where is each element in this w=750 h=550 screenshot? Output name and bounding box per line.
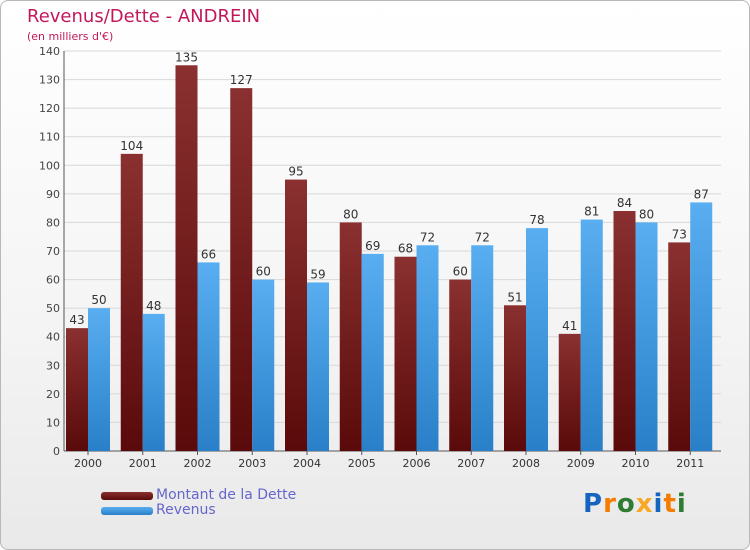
data-label-dette-2002: 135 bbox=[175, 50, 198, 64]
data-label-revenus-2000: 50 bbox=[91, 293, 106, 307]
bar-dette-2001 bbox=[120, 153, 143, 451]
y-tick-label: 100 bbox=[39, 159, 60, 172]
data-label-dette-2009: 41 bbox=[562, 319, 577, 333]
bar-dette-2008 bbox=[504, 305, 526, 451]
bar-revenus-2007 bbox=[471, 245, 494, 451]
logo-letter: t bbox=[663, 489, 677, 519]
x-tick-label: 2001 bbox=[129, 457, 157, 470]
data-label-revenus-2002: 66 bbox=[201, 247, 216, 261]
data-label-revenus-2006: 72 bbox=[420, 230, 435, 244]
chart-title: Revenus/Dette - ANDREIN bbox=[27, 6, 261, 27]
x-tick-label: 2010 bbox=[622, 457, 650, 470]
bar-dette-2002 bbox=[175, 65, 198, 452]
logo-letter: o bbox=[616, 489, 636, 519]
data-label-dette-2007: 60 bbox=[453, 265, 468, 279]
x-tick-label: 2005 bbox=[348, 457, 376, 470]
bar-revenus-2006 bbox=[416, 245, 439, 451]
x-tick-label: 2006 bbox=[403, 457, 431, 470]
x-tick-label: 2007 bbox=[457, 457, 485, 470]
y-tick-label: 20 bbox=[46, 388, 60, 401]
data-label-dette-2010: 84 bbox=[617, 196, 632, 210]
legend-swatch-dette bbox=[101, 492, 153, 500]
y-tick-label: 0 bbox=[53, 445, 60, 458]
bar-revenus-2002 bbox=[197, 262, 220, 451]
y-tick-label: 80 bbox=[46, 216, 60, 229]
x-tick-label: 2008 bbox=[512, 457, 540, 470]
x-tick-label: 2000 bbox=[74, 457, 102, 470]
bars: 43 50 104 48 135 66 127 60 95 59 80 69 68 72 60 72 51 78 4… bbox=[66, 50, 713, 452]
y-tick-label: 30 bbox=[46, 359, 60, 372]
data-label-revenus-2004: 59 bbox=[310, 267, 325, 281]
logo-letter: r bbox=[603, 489, 617, 519]
y-tick-label: 70 bbox=[46, 245, 60, 258]
bar-revenus-2000 bbox=[88, 308, 110, 451]
logo-letter: i bbox=[653, 489, 664, 519]
legend-swatch-revenus bbox=[101, 507, 153, 515]
bar-revenus-2009 bbox=[580, 219, 603, 451]
legend-label-revenus: Revenus bbox=[156, 502, 216, 518]
data-label-dette-2001: 104 bbox=[120, 139, 143, 153]
data-label-revenus-2005: 69 bbox=[365, 239, 380, 253]
grid-lines bbox=[63, 50, 721, 452]
data-label-dette-2006: 68 bbox=[398, 242, 413, 256]
y-tick-label: 90 bbox=[46, 188, 60, 201]
proxiti-logo: Proxiti bbox=[583, 489, 687, 519]
chart-subtitle: (en milliers d'€) bbox=[27, 30, 114, 43]
data-label-revenus-2009: 81 bbox=[584, 205, 599, 219]
data-label-revenus-2001: 48 bbox=[146, 299, 161, 313]
bar-dette-2006 bbox=[394, 256, 417, 451]
bar-revenus-2010 bbox=[635, 222, 658, 451]
data-label-revenus-2010: 80 bbox=[639, 207, 654, 221]
bar-revenus-2001 bbox=[142, 313, 165, 451]
data-label-revenus-2008: 78 bbox=[529, 213, 544, 227]
x-tick-label: 2011 bbox=[676, 457, 704, 470]
data-label-dette-2003: 127 bbox=[230, 73, 253, 87]
bar-revenus-2005 bbox=[361, 253, 384, 451]
logo-letter: i bbox=[676, 489, 687, 519]
data-label-revenus-2011: 87 bbox=[694, 187, 709, 201]
data-label-dette-2000: 43 bbox=[69, 313, 84, 327]
bar-dette-2011 bbox=[668, 242, 691, 451]
x-tick-label: 2004 bbox=[293, 457, 321, 470]
bar-dette-2010 bbox=[613, 211, 636, 451]
bar-revenus-2004 bbox=[307, 282, 329, 451]
x-tick-label: 2002 bbox=[184, 457, 212, 470]
y-tick-label: 40 bbox=[46, 331, 60, 344]
y-tick-label: 10 bbox=[46, 416, 60, 429]
bar-dette-2000 bbox=[66, 328, 88, 451]
data-label-dette-2004: 95 bbox=[288, 165, 303, 179]
data-label-dette-2011: 73 bbox=[672, 227, 687, 241]
x-tick-label: 2009 bbox=[567, 457, 595, 470]
y-tick-label: 130 bbox=[39, 74, 60, 87]
bar-revenus-2011 bbox=[690, 202, 713, 451]
legend-label-dette: Montant de la Dette bbox=[156, 487, 297, 503]
x-axis-ticks: 2000 2001 2002 2003 2004 2005 2006 2007 2008 2009… bbox=[74, 451, 704, 470]
bar-dette-2005 bbox=[339, 222, 362, 451]
y-tick-label: 140 bbox=[39, 45, 60, 58]
bar-dette-2007 bbox=[449, 279, 472, 451]
data-label-dette-2008: 51 bbox=[507, 290, 522, 304]
bar-dette-2003 bbox=[230, 88, 253, 452]
data-label-revenus-2007: 72 bbox=[475, 230, 490, 244]
bar-dette-2004 bbox=[285, 179, 307, 452]
bar-dette-2009 bbox=[558, 333, 581, 451]
y-tick-label: 110 bbox=[39, 131, 60, 144]
logo-letter: x bbox=[635, 489, 654, 519]
x-tick-label: 2003 bbox=[238, 457, 266, 470]
y-axis-ticks: 0 10 20 30 40 50 60 70 80 90 100 110 120 130 140 bbox=[39, 45, 60, 458]
data-label-dette-2005: 80 bbox=[343, 207, 358, 221]
y-tick-label: 60 bbox=[46, 274, 60, 287]
y-tick-label: 120 bbox=[39, 102, 60, 115]
bar-revenus-2008 bbox=[526, 228, 548, 451]
bar-revenus-2003 bbox=[252, 279, 275, 451]
logo-letter: P bbox=[583, 489, 604, 519]
data-label-revenus-2003: 60 bbox=[256, 265, 271, 279]
y-tick-label: 50 bbox=[46, 302, 60, 315]
